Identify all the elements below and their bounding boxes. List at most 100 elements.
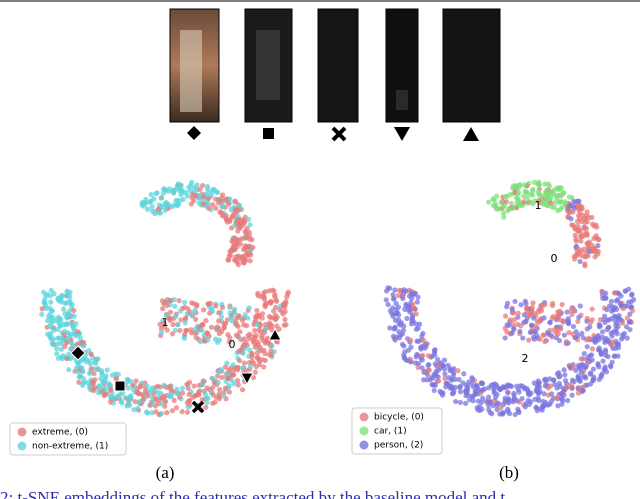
- point: [529, 304, 535, 311]
- point: [599, 329, 606, 335]
- point: [199, 182, 206, 189]
- point: [241, 322, 247, 328]
- point: [564, 381, 570, 387]
- point: [207, 310, 213, 316]
- point: [555, 207, 561, 214]
- point: [39, 306, 45, 312]
- point: [624, 335, 630, 341]
- point: [498, 199, 505, 205]
- point: [604, 369, 610, 375]
- point: [188, 201, 194, 207]
- point: [577, 202, 583, 209]
- point: [241, 220, 247, 226]
- point: [41, 289, 47, 295]
- point: [99, 371, 105, 377]
- point: [421, 337, 427, 344]
- point: [54, 345, 60, 352]
- point: [493, 402, 500, 408]
- point: [565, 316, 571, 322]
- point: [184, 409, 191, 415]
- point: [621, 330, 628, 337]
- point: [252, 369, 258, 375]
- point: [419, 357, 425, 363]
- point: [585, 359, 591, 366]
- point: [200, 201, 206, 207]
- point: [568, 384, 574, 390]
- point: [603, 295, 609, 301]
- point: [528, 309, 535, 315]
- point: [600, 358, 606, 364]
- point: [586, 239, 593, 245]
- point: [174, 391, 180, 397]
- point: [615, 297, 621, 303]
- point: [580, 374, 586, 380]
- point: [555, 403, 561, 409]
- point: [39, 311, 45, 318]
- point: [568, 216, 574, 222]
- point: [235, 377, 241, 384]
- point: [571, 199, 577, 205]
- point: [262, 322, 268, 328]
- marker-x: [331, 126, 347, 142]
- point: [566, 194, 572, 200]
- point: [91, 370, 97, 377]
- point: [405, 357, 411, 364]
- point: [589, 317, 595, 323]
- point: [526, 401, 532, 408]
- marker-triangle-down: [240, 372, 254, 386]
- point: [510, 205, 516, 211]
- point: [213, 205, 219, 211]
- point: [283, 301, 289, 307]
- point: [543, 197, 550, 204]
- point: [172, 327, 178, 333]
- point: [396, 287, 403, 293]
- thumbnail-figure: [396, 90, 408, 110]
- point: [520, 335, 526, 341]
- point: [534, 382, 540, 388]
- point: [565, 397, 571, 404]
- point: [175, 322, 181, 328]
- overlay: 1 0 extreme, (0) non-extreme, (1) (a) 1 0 2 bicy…: [0, 199, 558, 499]
- marker-triangle-down: [394, 127, 410, 141]
- point: [71, 307, 77, 314]
- point: [516, 197, 522, 203]
- point: [216, 326, 222, 332]
- point: [611, 313, 617, 319]
- point: [239, 254, 245, 260]
- point: [263, 300, 269, 306]
- point: [257, 358, 263, 364]
- marker-diamond: [187, 126, 201, 140]
- point: [591, 235, 597, 241]
- point: [182, 299, 188, 305]
- point: [107, 387, 114, 393]
- point: [171, 397, 177, 404]
- point: [573, 335, 579, 341]
- point: [553, 395, 559, 401]
- point: [156, 389, 162, 396]
- point: [584, 382, 590, 388]
- point: [242, 312, 248, 318]
- point: [118, 398, 124, 404]
- point: [395, 292, 402, 299]
- point: [227, 217, 233, 223]
- point: [157, 321, 163, 327]
- point: [204, 183, 211, 190]
- legend-label: extreme, (0): [32, 428, 88, 438]
- point: [171, 190, 177, 196]
- point: [244, 342, 250, 349]
- point: [151, 390, 157, 397]
- point: [246, 305, 252, 311]
- point: [550, 377, 557, 383]
- point: [254, 307, 260, 314]
- point: [515, 314, 521, 320]
- point: [629, 291, 635, 297]
- point: [164, 312, 170, 318]
- cluster-label: 2: [522, 352, 529, 365]
- point: [530, 192, 536, 198]
- point: [149, 208, 156, 214]
- point: [210, 376, 216, 382]
- point: [420, 352, 426, 358]
- point: [553, 335, 560, 341]
- point: [87, 386, 93, 392]
- point: [500, 210, 507, 216]
